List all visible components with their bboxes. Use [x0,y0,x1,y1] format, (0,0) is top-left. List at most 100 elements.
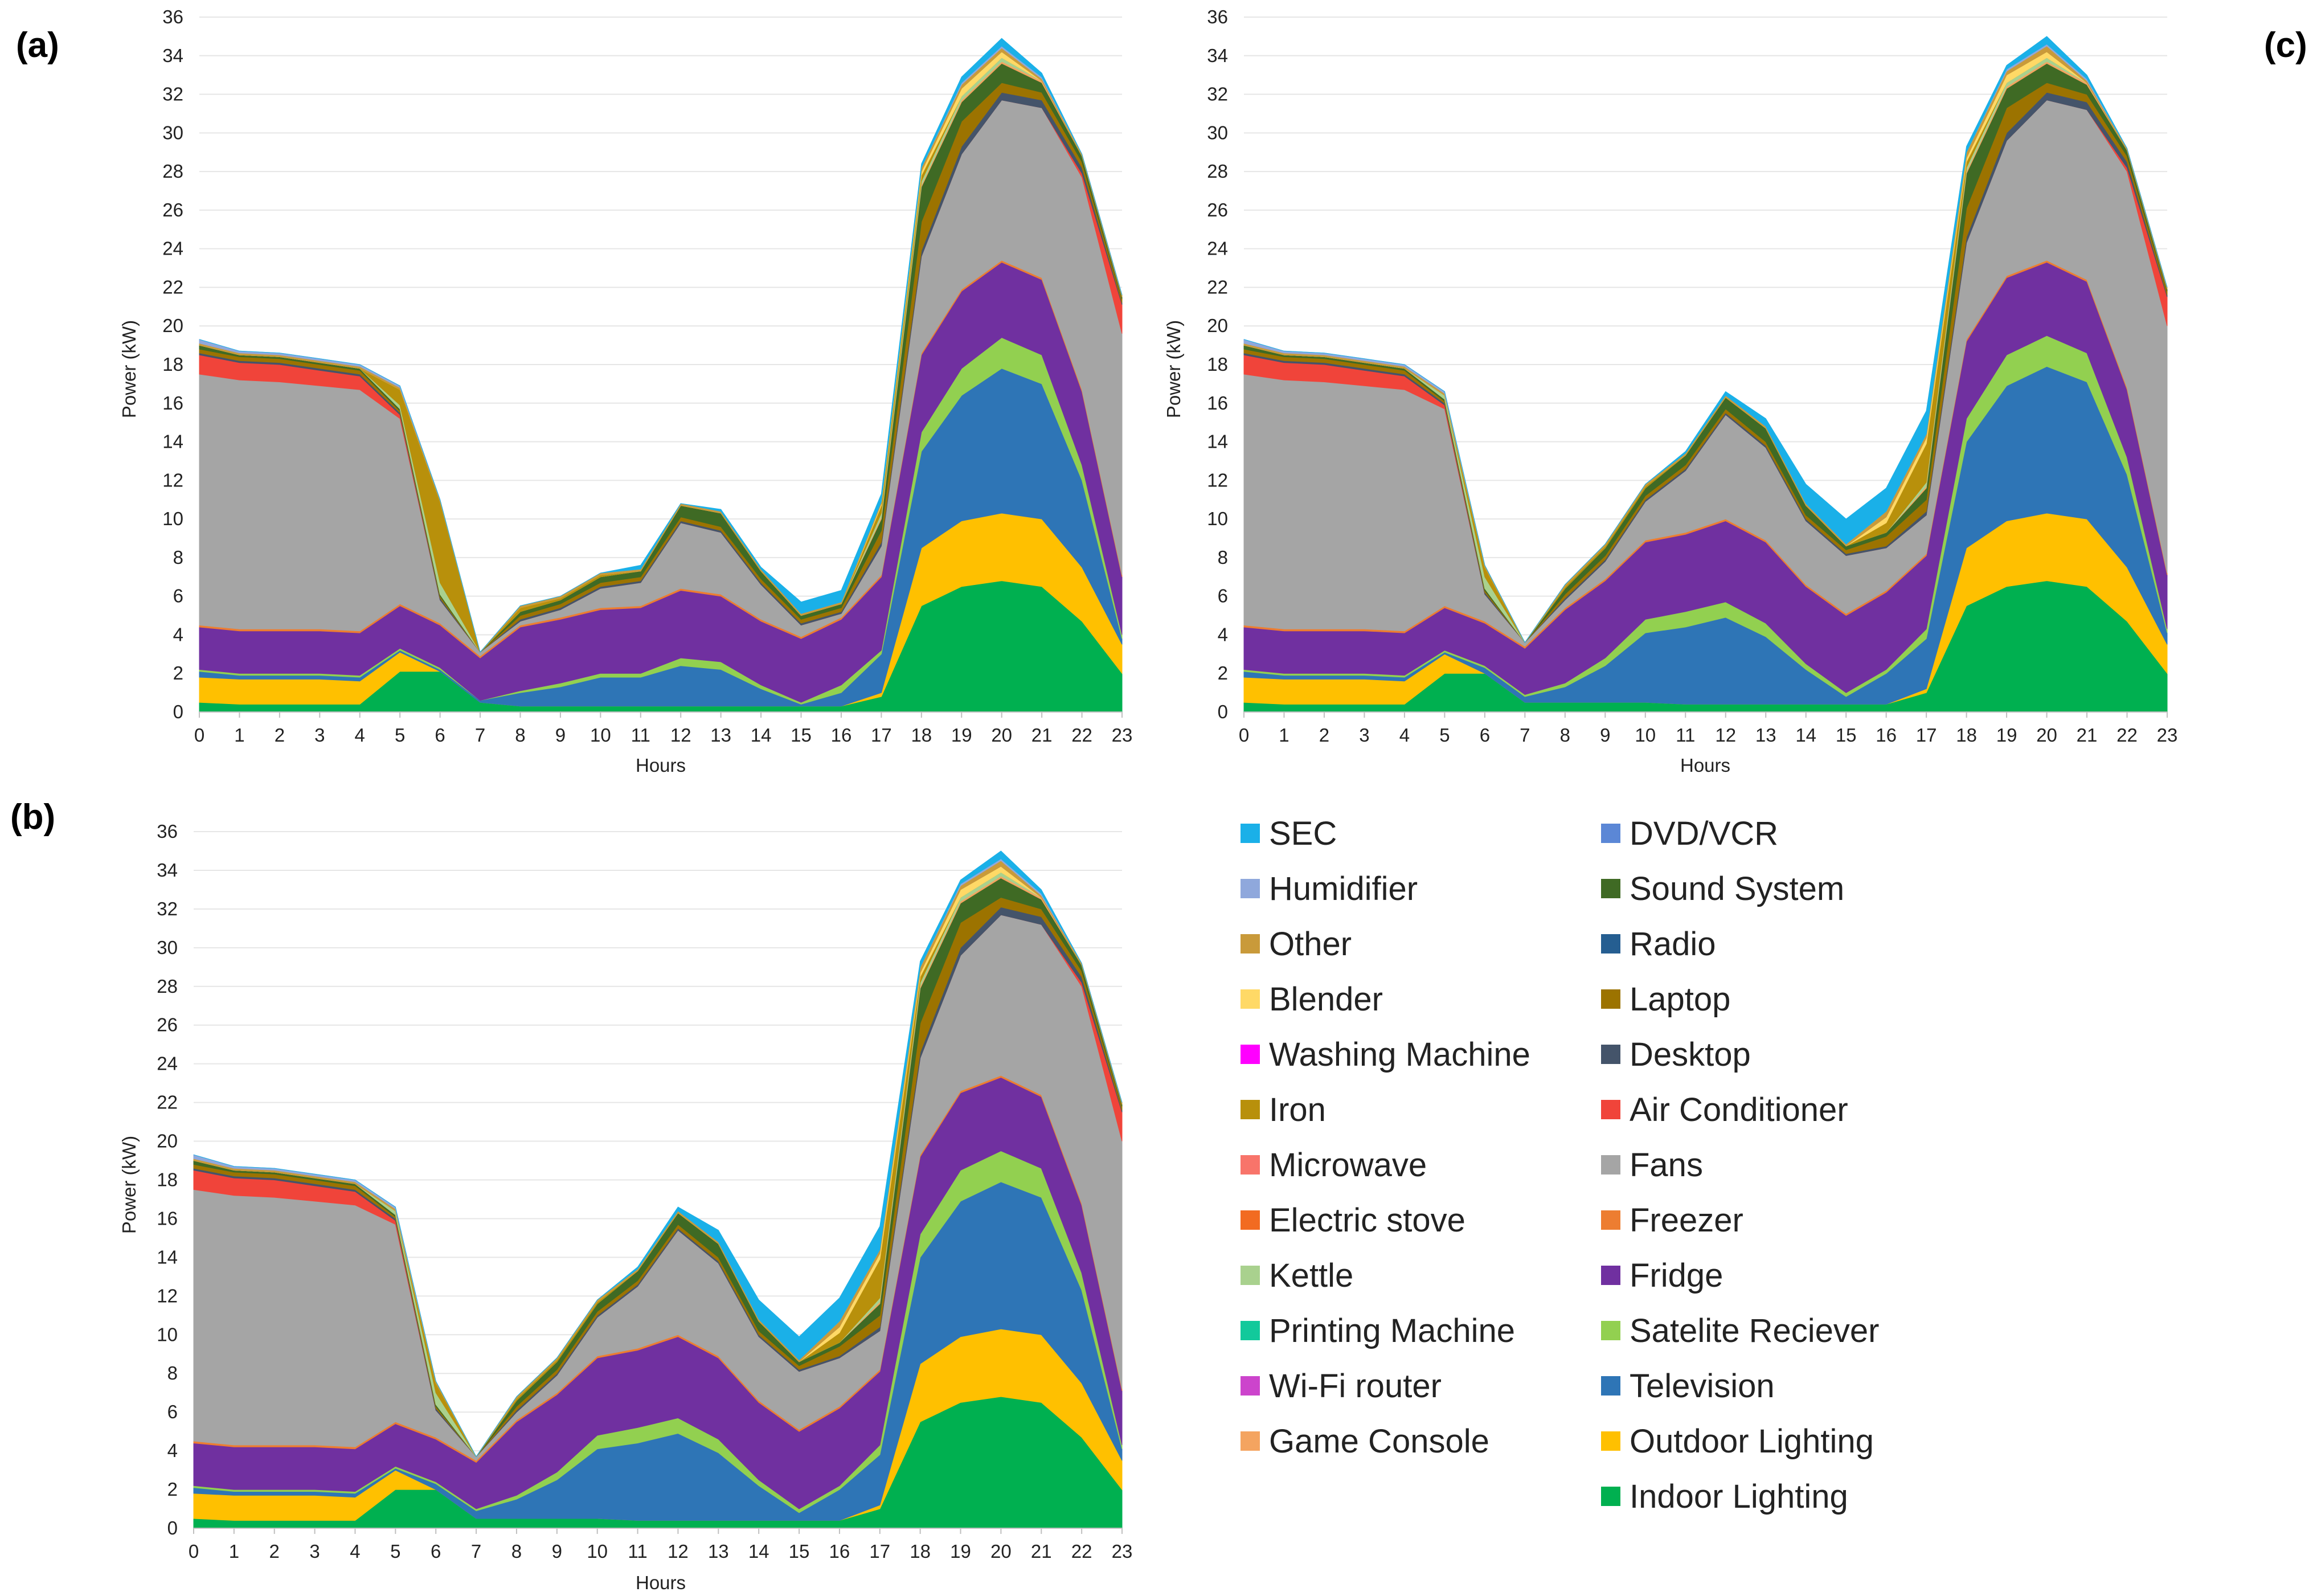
legend-swatch [1241,1266,1260,1285]
legend-item: Blender [1241,981,1383,1018]
legend-label: Fridge [1630,1257,1723,1294]
chart-b-y-tick-label: 0 [167,1517,178,1538]
chart-a-x-tick-label: 4 [355,725,365,746]
chart-b-x-tick-label: 6 [431,1541,441,1562]
chart-c-y-axis-title: Power (kW) [1163,320,1184,418]
chart-c-y-tick-label: 36 [1207,6,1228,27]
legend-swatch [1241,1431,1260,1451]
legend-item: SEC [1241,815,1337,852]
legend-label: Indoor Lighting [1630,1478,1848,1515]
chart-b-y-tick-label: 18 [157,1169,178,1190]
chart-b-y-tick-label: 20 [157,1131,178,1152]
legend-label: Blender [1269,981,1383,1018]
legend-label: Radio [1630,926,1716,963]
chart-c-y-tick-label: 26 [1207,199,1228,220]
legend-swatch [1601,879,1620,898]
chart-b-x-tick-label: 2 [269,1541,280,1562]
chart-a-y-tick-label: 36 [162,6,183,27]
chart-b-y-axis-title: Power (kW) [118,1136,140,1234]
chart-c-y-tick-label: 32 [1207,84,1228,105]
chart-a-x-tick-label: 11 [631,725,650,746]
legend-swatch [1601,1266,1620,1285]
chart-b-y-tick-label: 14 [157,1246,178,1267]
legend-item: Fridge [1601,1257,1723,1294]
chart-b-x-tick-label: 15 [789,1541,810,1562]
chart-a-x-tick-label: 3 [314,725,325,746]
legend-swatch [1241,1210,1260,1230]
legend-swatch [1601,1045,1620,1064]
chart-c-y-tick-label: 28 [1207,161,1228,182]
chart-a-x-tick-label: 17 [871,725,892,746]
legend-item: Humidifier [1241,870,1418,907]
chart-a-axes [199,711,1123,718]
chart-c-y-tick-label: 10 [1207,508,1228,529]
chart-b-x-tick-label: 20 [990,1541,1012,1562]
chart-a-x-tick-label: 22 [1071,725,1092,746]
chart-a-x-tick-label: 20 [991,725,1012,746]
legend-item: Sound System [1601,870,1844,907]
chart-c-x-tick-label: 7 [1520,725,1530,746]
chart-a-y-tick-label: 24 [162,238,183,259]
chart-b-y-tick-label: 22 [157,1092,178,1113]
chart-a-x-tick-label: 12 [670,725,691,746]
chart-a-x-tick-label: 16 [831,725,852,746]
chart-a-y-tick-label: 20 [162,315,183,336]
chart-a-x-tick-label: 9 [555,725,566,746]
chart-b-y-tick-label: 2 [167,1479,178,1500]
chart-c-y-tick-label: 4 [1218,624,1228,645]
legend-item: Wi-Fi router [1241,1368,1442,1405]
legend-item: Washing Machine [1241,1036,1530,1073]
panel-letter-c: (c) [2264,26,2307,65]
legend-item: Satelite Reciever [1601,1312,1879,1349]
chart-b-y-tick-label: 6 [167,1401,178,1422]
legend-item: Laptop [1601,981,1730,1018]
chart-a-y-tick-label: 34 [162,45,183,66]
chart-c-x-tick-label: 19 [1996,725,2017,746]
chart-b-x-tick-label: 16 [829,1541,850,1562]
chart-c-x-tick-label: 14 [1795,725,1816,746]
chart-a-x-tick-label: 5 [395,725,405,746]
chart-b-area-sec [193,850,1123,1458]
legend-label: Wi-Fi router [1269,1368,1442,1405]
legend-item: Game Console [1241,1423,1489,1460]
chart-c-x-tick-label: 2 [1319,725,1329,746]
legend-label: Washing Machine [1269,1036,1530,1073]
chart-c-x-tick-label: 11 [1676,725,1695,746]
legend-label: Outdoor Lighting [1630,1423,1874,1460]
chart-a-x-tick-label: 15 [791,725,812,746]
chart-a-y-tick-label: 10 [162,508,183,529]
chart-b-x-tick-label: 14 [748,1541,769,1562]
chart-a-y-tick-label: 26 [162,199,183,220]
chart-a-x-tick-label: 21 [1031,725,1053,746]
chart-b-x-tick-label: 19 [950,1541,971,1562]
chart-c-x-tick-label: 0 [1239,725,1249,746]
chart-a-y-tick-label: 18 [162,354,183,375]
legend-swatch [1241,824,1260,843]
legend-label: Desktop [1630,1036,1751,1073]
chart-a-x-tick-label: 0 [194,725,204,746]
chart-b-y-tick-label: 36 [157,821,178,842]
chart-b-x-tick-label: 13 [708,1541,729,1562]
legend-swatch [1601,1487,1620,1506]
chart-b-y-tick-label: 24 [157,1053,178,1074]
chart-a-x-tick-label: 10 [590,725,611,746]
chart-c-y-tick-label: 34 [1207,45,1228,66]
legend-swatch [1601,1155,1620,1175]
legend-swatch [1601,989,1620,1009]
legend-swatch [1601,1431,1620,1451]
legend-label: SEC [1269,815,1337,852]
chart-c-x-tick-label: 18 [1956,725,1977,746]
chart-c-x-tick-label: 22 [2117,725,2138,746]
legend-label: Satelite Reciever [1630,1312,1879,1349]
legend-swatch [1241,1100,1260,1119]
chart-b-x-tick-label: 18 [910,1541,931,1562]
chart-a-x-tick-label: 8 [515,725,525,746]
legend-item: DVD/VCR [1601,815,1778,852]
legend-item: Kettle [1241,1257,1353,1294]
legend-label: Electric stove [1269,1202,1465,1239]
legend-label: Humidifier [1269,870,1418,907]
chart-b-x-tick-label: 9 [552,1541,562,1562]
chart-b-x-tick-label: 7 [471,1541,481,1562]
